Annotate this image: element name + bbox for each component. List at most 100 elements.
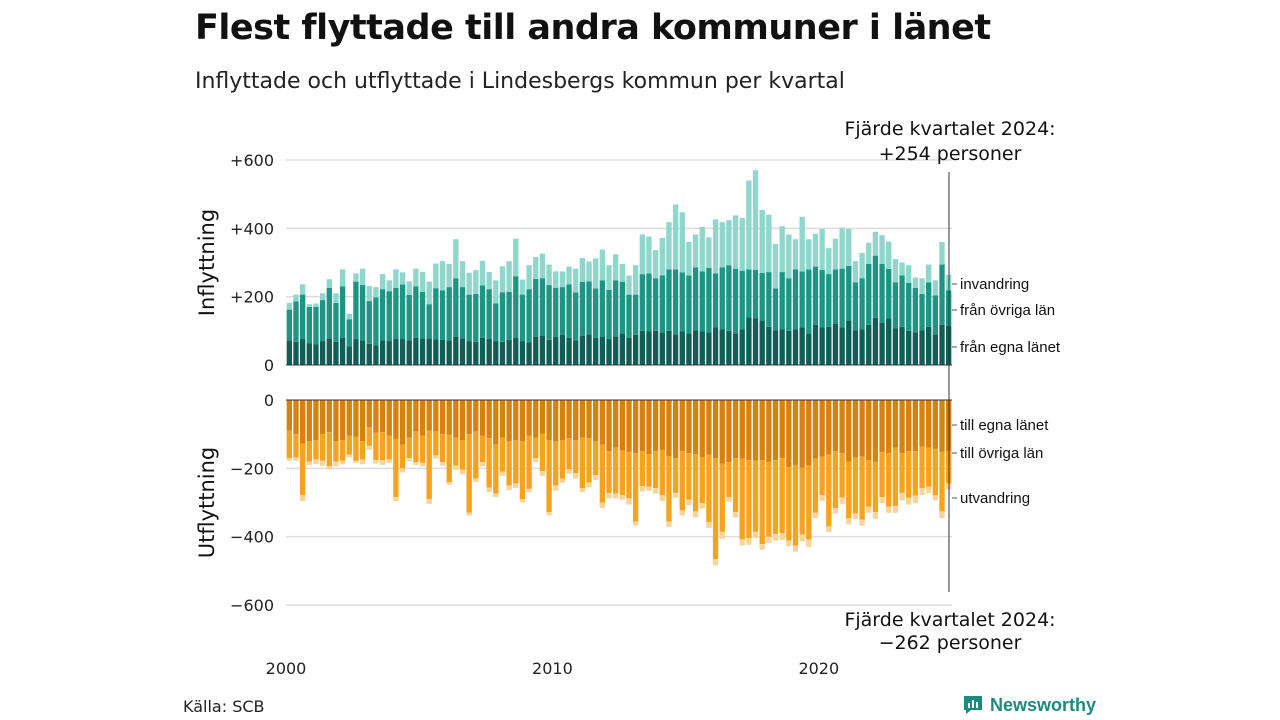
bar-from-ovriga bbox=[759, 272, 765, 321]
bar-from-egna bbox=[852, 330, 859, 365]
bar-to-egna bbox=[906, 400, 912, 452]
bar-invandring bbox=[286, 302, 292, 310]
bar-from-egna bbox=[646, 331, 652, 365]
bar-from-ovriga bbox=[339, 286, 346, 338]
bar-utvandring bbox=[792, 545, 799, 552]
bar-to-ovriga bbox=[799, 467, 805, 535]
bar-from-ovriga bbox=[672, 269, 679, 335]
bar-from-ovriga bbox=[333, 302, 339, 342]
bar-to-egna bbox=[426, 400, 432, 431]
bar-to-egna bbox=[639, 400, 645, 452]
bar-from-egna bbox=[819, 327, 825, 365]
bar-from-ovriga bbox=[506, 291, 512, 340]
bar-invandring bbox=[519, 279, 526, 295]
bar-from-ovriga bbox=[632, 294, 639, 335]
bar-invandring bbox=[566, 266, 572, 285]
bar-utvandring bbox=[746, 538, 752, 545]
bar-utvandring bbox=[886, 506, 892, 513]
bar-utvandring bbox=[839, 497, 845, 504]
bar-to-ovriga bbox=[899, 453, 905, 493]
bar-from-ovriga bbox=[886, 268, 892, 319]
bar-to-egna bbox=[772, 400, 779, 461]
bar-invandring bbox=[419, 272, 426, 292]
bar-to-egna bbox=[666, 400, 672, 457]
bar-to-egna bbox=[493, 400, 499, 445]
bar-from-egna bbox=[892, 328, 899, 365]
bar-to-ovriga bbox=[632, 453, 639, 522]
bar-to-ovriga bbox=[446, 434, 452, 482]
y-axis-label: Inflyttning bbox=[195, 209, 219, 316]
bar-invandring bbox=[626, 275, 632, 295]
bar-from-ovriga bbox=[546, 285, 552, 340]
x-tick-label: 2000 bbox=[266, 659, 307, 678]
bar-to-ovriga bbox=[679, 451, 685, 511]
bar-to-egna bbox=[839, 400, 845, 454]
bar-invandring bbox=[746, 180, 752, 270]
bar-from-egna bbox=[286, 340, 292, 365]
bar-from-ovriga bbox=[606, 289, 612, 340]
bar-invandring bbox=[473, 270, 479, 294]
bar-invandring bbox=[579, 258, 586, 282]
bar-to-egna bbox=[373, 400, 379, 433]
bar-to-ovriga bbox=[892, 447, 899, 506]
y-tick-label: +600 bbox=[230, 151, 274, 170]
bar-from-egna bbox=[699, 331, 705, 365]
bar-from-egna bbox=[499, 341, 506, 365]
bar-from-ovriga bbox=[326, 287, 332, 339]
bar-to-ovriga bbox=[786, 466, 792, 541]
bar-invandring bbox=[413, 268, 419, 287]
bar-to-ovriga bbox=[806, 465, 812, 540]
bar-invandring bbox=[619, 263, 625, 282]
bar-invandring bbox=[373, 287, 379, 298]
bar-from-egna bbox=[626, 337, 632, 365]
bar-from-ovriga bbox=[306, 306, 312, 344]
bar-from-ovriga bbox=[832, 269, 839, 324]
bar-from-ovriga bbox=[772, 288, 779, 331]
bar-from-ovriga bbox=[453, 278, 459, 337]
bar-to-ovriga bbox=[926, 447, 932, 487]
bar-utvandring bbox=[339, 460, 346, 465]
bar-from-egna bbox=[786, 330, 792, 365]
axis-layer: 0 +200 +400 +600 Inflyttning 0 −200 −400 −600 Utf… bbox=[195, 151, 952, 678]
bar-to-ovriga bbox=[832, 451, 839, 508]
bar-from-egna bbox=[659, 332, 665, 365]
x-tick-label: 2010 bbox=[532, 659, 573, 678]
bar-from-egna bbox=[319, 341, 326, 365]
bar-invandring bbox=[393, 269, 399, 288]
bar-to-egna bbox=[819, 400, 825, 457]
bar-utvandring bbox=[732, 512, 739, 518]
bar-from-ovriga bbox=[626, 294, 632, 338]
bar-from-egna bbox=[766, 326, 772, 365]
bar-to-ovriga bbox=[386, 435, 392, 460]
bar-from-ovriga bbox=[846, 265, 852, 321]
bar-utvandring bbox=[546, 512, 552, 516]
bar-invandring bbox=[786, 234, 792, 279]
bar-from-egna bbox=[559, 334, 566, 365]
bar-to-ovriga bbox=[852, 457, 859, 514]
bar-from-ovriga bbox=[872, 255, 879, 318]
bar-utvandring bbox=[659, 494, 665, 502]
bar-to-ovriga bbox=[493, 444, 499, 494]
bar-to-egna bbox=[406, 400, 412, 438]
bar-to-egna bbox=[692, 400, 699, 454]
bar-to-ovriga bbox=[766, 461, 772, 537]
bar-to-egna bbox=[379, 400, 386, 433]
bar-utvandring bbox=[299, 494, 306, 502]
bar-to-egna bbox=[652, 400, 659, 452]
bar-to-egna bbox=[593, 400, 599, 441]
bar-to-ovriga bbox=[626, 451, 632, 499]
bar-from-ovriga bbox=[826, 274, 832, 327]
y-tick-label: −200 bbox=[230, 459, 274, 478]
bar-to-egna bbox=[706, 400, 712, 455]
bar-to-ovriga bbox=[459, 440, 466, 470]
bar-invandring bbox=[859, 252, 865, 279]
bar-to-ovriga bbox=[373, 432, 379, 461]
bar-from-egna bbox=[526, 342, 532, 365]
bar-from-ovriga bbox=[586, 281, 592, 335]
bar-from-ovriga bbox=[739, 270, 745, 330]
bar-utvandring bbox=[386, 459, 392, 463]
bar-to-egna bbox=[926, 400, 932, 448]
bar-invandring bbox=[539, 253, 546, 279]
bar-to-egna bbox=[446, 400, 452, 435]
bar-from-ovriga bbox=[806, 269, 812, 334]
